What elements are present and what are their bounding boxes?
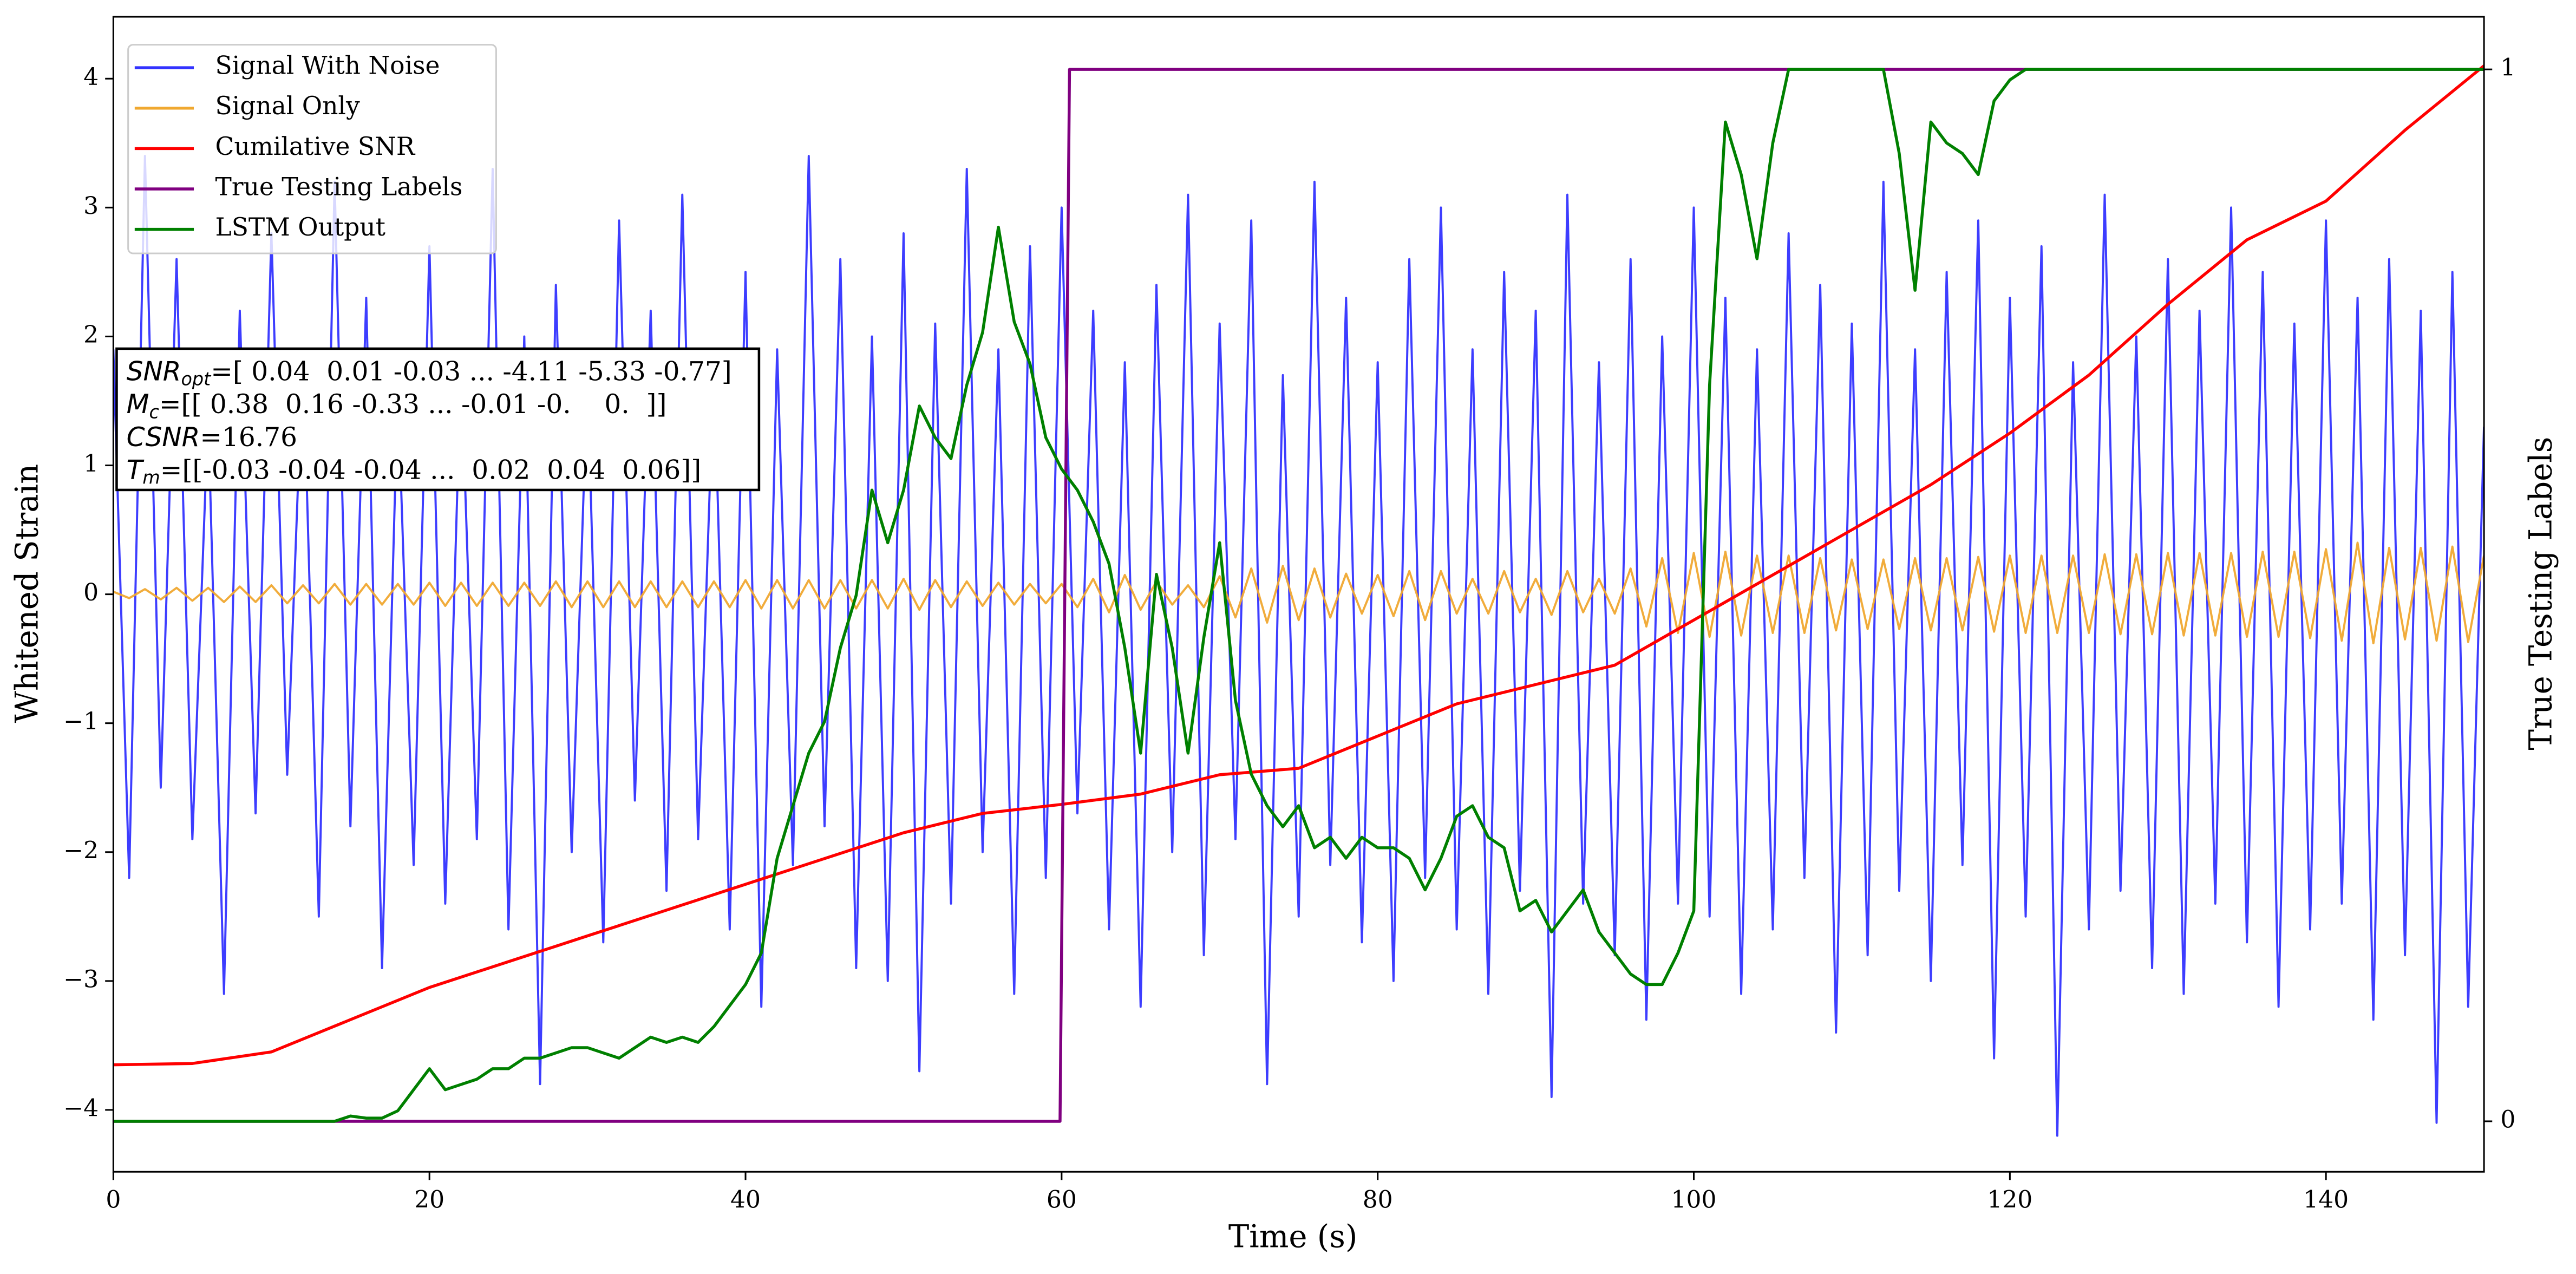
y2-tick-label: 1 <box>2500 54 2515 82</box>
annotation-line: CSNR=16.76 <box>127 422 297 453</box>
legend-label: LSTM Output <box>215 213 385 241</box>
annotation-subscript: opt <box>181 368 212 389</box>
y-tick-label: 0 <box>83 579 99 606</box>
y-tick-label: 3 <box>83 192 99 220</box>
legend-label: Signal With Noise <box>215 51 440 80</box>
y-tick-label: 4 <box>83 63 99 91</box>
x-tick-label: 140 <box>2303 1186 2349 1213</box>
annotation-symbol: SNR <box>127 356 181 387</box>
y-tick-label: 2 <box>83 321 99 349</box>
series-line <box>113 68 2485 1123</box>
y-tick-label: −1 <box>63 708 99 735</box>
annotation-symbol: CSNR <box>127 422 200 453</box>
legend-label: Cumilative SNR <box>215 132 416 161</box>
y-axis-label: Whitened Strain <box>9 464 45 723</box>
y2-axis-label: True Testing Labels <box>2522 437 2559 750</box>
annotation-line: Mc=[[ 0.38 0.16 -0.33 ... -0.01 -0. 0. ]… <box>127 389 667 422</box>
annotation-text: =[[ 0.38 0.16 -0.33 ... -0.01 -0. 0. ]] <box>159 389 667 420</box>
annotation-symbol: T <box>127 455 145 486</box>
x-tick-label: 120 <box>1987 1186 2032 1213</box>
y2-tick-label: 0 <box>2500 1106 2515 1133</box>
legend-label: Signal Only <box>215 92 360 120</box>
series-line <box>113 155 2485 1137</box>
y-tick-label: 1 <box>83 450 99 478</box>
annotation-subscript: c <box>149 401 159 422</box>
x-tick-label: 80 <box>1363 1186 1393 1213</box>
legend-label: True Testing Labels <box>215 173 463 201</box>
annotation-symbol: M <box>127 389 149 420</box>
y-tick-label: −4 <box>63 1094 99 1122</box>
annotation-box <box>115 347 761 492</box>
series-line <box>113 541 2485 645</box>
y-tick-label: −2 <box>63 837 99 864</box>
legend-box <box>127 44 497 254</box>
annotation-subscript: m <box>142 467 160 488</box>
annotation-line: SNRopt=[ 0.04 0.01 -0.03 ... -4.11 -5.33… <box>127 356 732 389</box>
x-tick-label: 100 <box>1671 1186 1717 1213</box>
x-tick-label: 20 <box>414 1186 444 1213</box>
annotation-text: =[[-0.03 -0.04 -0.04 ... 0.02 0.04 0.06]… <box>160 455 701 485</box>
annotation-text: =[ 0.04 0.01 -0.03 ... -4.11 -5.33 -0.77… <box>211 356 731 387</box>
x-tick-label: 40 <box>730 1186 761 1213</box>
y-tick-label: −3 <box>63 965 99 993</box>
x-tick-label: 0 <box>106 1186 121 1213</box>
series-line <box>113 68 2485 1123</box>
annotation-line: Tm=[[-0.03 -0.04 -0.04 ... 0.02 0.04 0.0… <box>127 455 702 488</box>
series-line <box>113 64 2485 1067</box>
x-axis-label: Time (s) <box>1228 1218 1358 1255</box>
x-tick-label: 60 <box>1047 1186 1077 1213</box>
annotation-text: =16.76 <box>200 422 297 452</box>
